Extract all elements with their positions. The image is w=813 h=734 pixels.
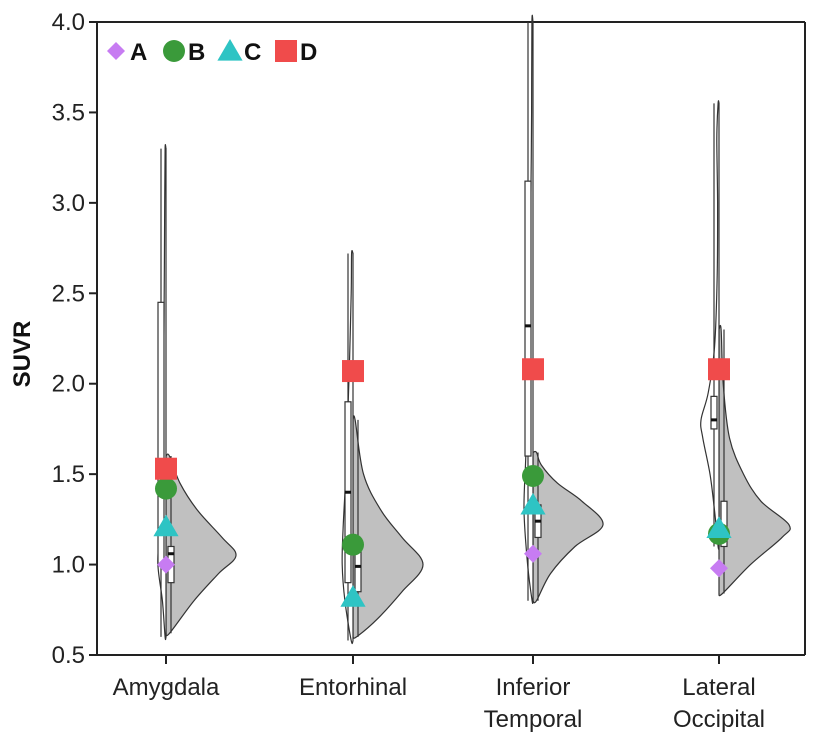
violin-lateral-occipital <box>700 100 791 597</box>
violin-right-half <box>165 453 237 637</box>
y-tick-label: 3.5 <box>52 99 85 126</box>
violin-left-half <box>700 100 720 550</box>
y-tick-label: 2.5 <box>52 280 85 307</box>
legend-marker-d <box>275 40 297 62</box>
marker-c-lateral-occipital <box>706 516 732 538</box>
marker-c-amygdala <box>153 514 179 537</box>
violin-inferior-temporal <box>523 14 604 604</box>
y-tick-label: 0.5 <box>52 642 85 669</box>
plot-frame <box>96 21 806 656</box>
data-markers <box>153 358 732 607</box>
violin-entorhinal <box>341 249 424 645</box>
marker-b-entorhinal <box>342 533 364 556</box>
legend-marker-a <box>107 42 125 60</box>
marker-c-entorhinal <box>340 585 366 607</box>
x-tick-label-amygdala: Amygdala <box>113 674 220 701</box>
x-tick-label-lateral-occipital: Occipital <box>673 706 765 733</box>
marker-a-amygdala <box>157 555 175 574</box>
legend-marker-b <box>163 40 185 62</box>
violins <box>157 14 791 645</box>
marker-d-amygdala <box>155 457 177 480</box>
y-tick-label: 1.0 <box>52 552 85 579</box>
y-tick-label: 2.0 <box>52 371 85 398</box>
marker-b-inferior-temporal <box>522 464 544 487</box>
legend-label-b: B <box>188 39 205 66</box>
marker-c-inferior-temporal <box>520 492 546 515</box>
marker-d-lateral-occipital <box>708 358 730 381</box>
legend-label-a: A <box>130 39 147 66</box>
y-axis-label: SUVR <box>9 321 36 388</box>
y-tick-label: 3.0 <box>52 190 85 217</box>
left-box <box>524 180 532 457</box>
x-tick-label-entorhinal: Entorhinal <box>299 674 407 701</box>
legend: A B C D <box>107 39 317 66</box>
marker-d-inferior-temporal <box>522 358 544 381</box>
marker-a-inferior-temporal <box>524 544 542 563</box>
x-tick-label-lateral-occipital: Lateral <box>682 674 755 701</box>
left-box <box>710 395 718 430</box>
x-tick-label-inferior-temporal: Inferior <box>496 674 571 701</box>
y-axis: 0.5 1.0 1.5 2.0 2.5 3.0 3.5 4.0 <box>52 9 97 669</box>
legend-label-c: C <box>244 39 261 66</box>
marker-a-lateral-occipital <box>710 559 728 578</box>
y-tick-label: 1.5 <box>52 461 85 488</box>
x-axis: Amygdala Entorhinal Inferior Temporal Latera… <box>113 655 765 733</box>
marker-d-entorhinal <box>342 360 364 383</box>
x-tick-label-inferior-temporal: Temporal <box>484 706 583 733</box>
legend-marker-c <box>217 39 243 61</box>
marker-b-amygdala <box>155 477 177 500</box>
y-tick-label: 4.0 <box>52 9 85 36</box>
legend-label-d: D <box>300 39 317 66</box>
